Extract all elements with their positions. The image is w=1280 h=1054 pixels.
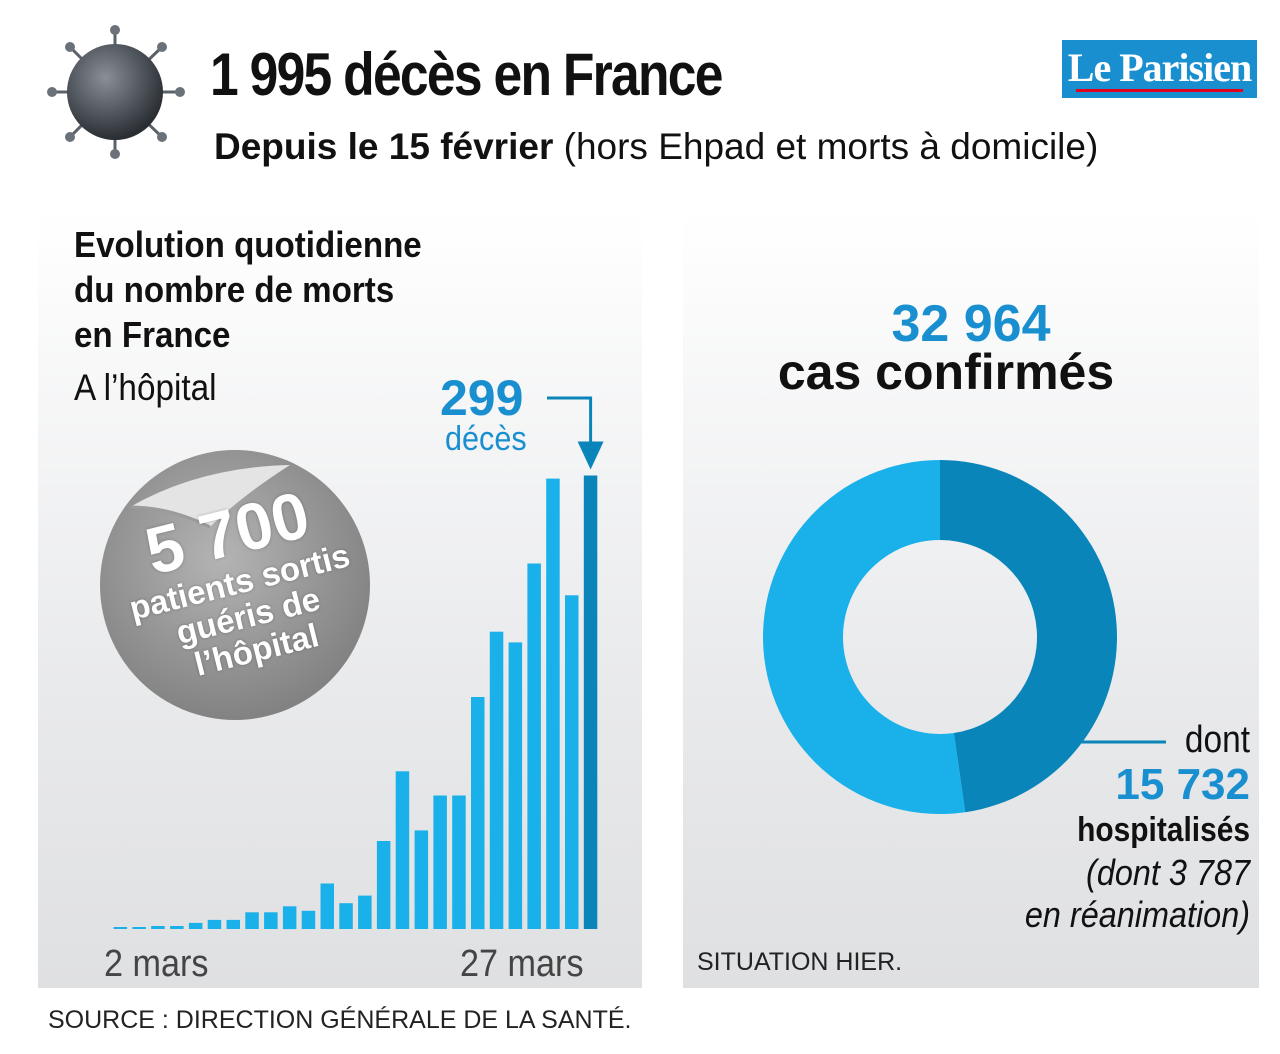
donut-slice-hospitalisés bbox=[940, 460, 1117, 813]
bar-series bbox=[113, 475, 598, 930]
chart-heading-line: du nombre de morts bbox=[74, 269, 395, 310]
bar-15-mars bbox=[358, 895, 372, 929]
bar-25-mars bbox=[546, 478, 560, 929]
hospitalised-annotation: dont 15 732 hospitalisés (dont 3 787 en … bbox=[980, 718, 1250, 936]
icu-note-line: en réanimation) bbox=[1024, 894, 1250, 935]
donut-slice-non-hospitalisés bbox=[763, 459, 966, 814]
recovered-sticker bbox=[100, 450, 370, 720]
callout-value: 299 bbox=[440, 370, 524, 426]
subtitle-rest: (hors Ehpad et morts à domicile) bbox=[563, 126, 1099, 167]
callout-arrow-line bbox=[547, 396, 593, 446]
bar-21-mars bbox=[471, 697, 485, 930]
x-tick-label: 2 mars bbox=[104, 943, 209, 985]
bar-9-mars bbox=[245, 912, 259, 929]
virus-illustration bbox=[47, 25, 185, 159]
bar-20-mars bbox=[452, 795, 466, 929]
confirmed-cases-value: 32 964 bbox=[891, 295, 1051, 353]
situation-note: SITUATION HIER. bbox=[697, 948, 903, 976]
bar-5-mars bbox=[170, 926, 184, 929]
bar-22-mars bbox=[489, 631, 504, 929]
page-title: 1 995 décès en France bbox=[210, 41, 723, 108]
bar-10-mars bbox=[264, 912, 278, 929]
bar-26-mars bbox=[565, 595, 579, 929]
bar-14-mars bbox=[339, 903, 353, 929]
bar-19-mars bbox=[433, 795, 447, 929]
bar-6-mars bbox=[188, 922, 203, 929]
bar-3-mars bbox=[132, 927, 146, 929]
bar-11-mars bbox=[282, 906, 297, 930]
bar-18-mars bbox=[414, 830, 429, 929]
hospitalised-label: hospitalisés bbox=[1077, 811, 1250, 849]
callout-arrow bbox=[547, 396, 604, 470]
callout-label: décès bbox=[445, 420, 527, 458]
chart-subheading: A l’hôpital bbox=[74, 367, 217, 408]
chart-heading-line: en France bbox=[74, 314, 231, 355]
source-note: SOURCE : DIRECTION GÉNÉRALE DE LA SANTÉ. bbox=[48, 1006, 632, 1034]
chart-heading-line: Evolution quotidienne bbox=[74, 224, 422, 265]
bar-17-mars bbox=[395, 771, 410, 929]
donut-chart bbox=[763, 459, 1117, 814]
chart-heading: Evolution quotidienne du nombre de morts… bbox=[74, 222, 422, 357]
bar-7-mars bbox=[207, 919, 222, 929]
page-subtitle: Depuis le 15 février (hors Ehpad et mort… bbox=[214, 126, 1098, 168]
bar-2-mars bbox=[113, 927, 128, 929]
icu-note-line: (dont 3 787 bbox=[1086, 852, 1250, 893]
le-parisien-logo: Le Parisien bbox=[1062, 40, 1257, 98]
bar-16-mars bbox=[376, 841, 391, 929]
x-tick-label: 27 mars bbox=[460, 943, 584, 985]
confirmed-cases-label: cas confirmés bbox=[777, 344, 1115, 400]
bar-12-mars bbox=[301, 910, 316, 929]
hospitalised-value: 15 732 bbox=[1115, 760, 1250, 809]
bar-23-mars bbox=[508, 642, 523, 929]
bar-8-mars bbox=[226, 919, 240, 929]
bar-4-mars bbox=[151, 926, 165, 929]
bar-13-mars bbox=[320, 883, 334, 929]
subtitle-strong: Depuis le 15 février bbox=[214, 126, 554, 167]
bar-27-mars bbox=[583, 475, 598, 929]
hospitalised-prefix: dont bbox=[1184, 719, 1250, 761]
bar-24-mars bbox=[527, 563, 541, 929]
callout-arrow-head bbox=[577, 441, 604, 470]
